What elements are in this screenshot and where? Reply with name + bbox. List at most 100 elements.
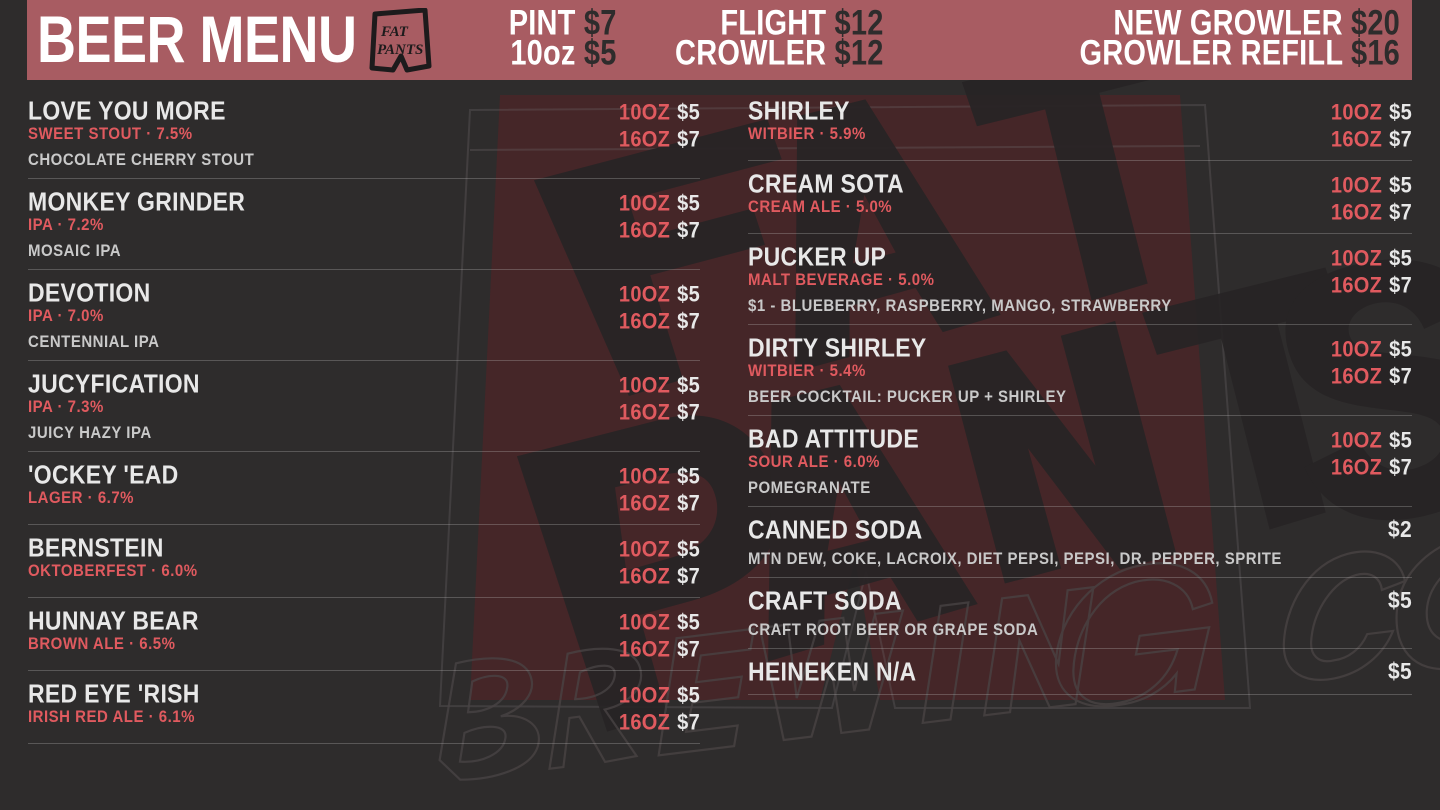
menu-item-price-size: 16OZ xyxy=(618,218,671,243)
menu-item-single-price: $2 xyxy=(1388,517,1412,543)
menu-item: JUCYFICATION IPA · 7.3% JUICY HAZY IPA 10OZ… xyxy=(28,361,700,452)
menu-item-price-line: 10OZ $5 xyxy=(619,98,700,128)
menu-item-style-abv: IRISH RED ALE · 6.1% xyxy=(28,707,195,727)
header-price-line: 10oz $5 xyxy=(467,34,617,74)
menu-item-prices: $5 xyxy=(1374,658,1412,685)
menu-item-text: HEINEKEN N/A xyxy=(748,657,1374,686)
menu-item-price-line: 16OZ $7 xyxy=(619,398,700,428)
menu-item-price-line: 16OZ $7 xyxy=(1331,198,1412,228)
svg-text:PANTS: PANTS xyxy=(377,42,423,58)
menu-item: MONKEY GRINDER IPA · 7.2% MOSAIC IPA 10OZ $5… xyxy=(28,179,700,270)
menu-item-row: CRAFT SODA CRAFT ROOT BEER OR GRAPE SODA $… xyxy=(748,585,1412,640)
menu-item-name: MONKEY GRINDER xyxy=(28,186,246,216)
menu-item-price-size: 16OZ xyxy=(1330,200,1383,225)
menu-item-style-abv: IPA · 7.0% xyxy=(28,306,104,326)
menu-item-price-value: $5 xyxy=(1389,428,1412,453)
menu-item-price-line: 10OZ $5 xyxy=(619,535,700,565)
menu-item: BAD ATTITUDE SOUR ALE · 6.0% POMEGRANATE 10… xyxy=(748,416,1412,507)
menu-item-row: SHIRLEY WITBIER · 5.9% 10OZ $5 16OZ $7 xyxy=(748,96,1412,152)
menu-item-price-line: 10OZ $5 xyxy=(1331,426,1412,456)
menu-item: RED EYE 'RISH IRISH RED ALE · 6.1% 10OZ $5 1… xyxy=(28,671,700,744)
menu-item-text: SHIRLEY WITBIER · 5.9% xyxy=(748,96,1317,144)
menu-item-prices: 10OZ $5 16OZ $7 xyxy=(1317,97,1412,152)
menu-item-price-value: $5 xyxy=(1389,246,1412,271)
menu-item-prices: 10OZ $5 16OZ $7 xyxy=(1317,170,1412,225)
menu-item-price-line: 16OZ $7 xyxy=(619,562,700,592)
menu-item-price-value: $7 xyxy=(1389,273,1412,298)
menu-item-style-abv: SWEET STOUT · 7.5% xyxy=(28,124,193,144)
menu-item-price-line: 10OZ $5 xyxy=(1331,244,1412,274)
menu-item-row: MONKEY GRINDER IPA · 7.2% MOSAIC IPA 10OZ $5… xyxy=(28,186,700,261)
menu-item-prices: 10OZ $5 16OZ $7 xyxy=(605,188,700,243)
menu-item-price-size: 16OZ xyxy=(618,127,671,152)
menu-item-price-size: 10OZ xyxy=(1330,246,1383,271)
menu-item-description: $1 - BLUEBERRY, RASPBERRY, MANGO, STRAWB… xyxy=(748,296,1172,316)
menu-item-price-value: $7 xyxy=(677,309,700,334)
menu-item-row: HEINEKEN N/A $5 xyxy=(748,657,1412,686)
menu-item-price-size: 16OZ xyxy=(618,564,671,589)
menu-item-text: PUCKER UP MALT BEVERAGE · 5.0% $1 - BLUEBE… xyxy=(748,241,1317,316)
menu-item-price-line: 10OZ $5 xyxy=(619,462,700,492)
menu-header-bar: BEER MENU FAT PANTS PINT $7 10oz $5 xyxy=(27,0,1412,80)
menu-item-price-size: 10OZ xyxy=(618,191,671,216)
menu-item-price-line: 16OZ $7 xyxy=(619,307,700,337)
menu-item-name: LOVE YOU MORE xyxy=(28,95,226,125)
menu-item-price-size: 10OZ xyxy=(1330,173,1383,198)
menu-item-price-size: 16OZ xyxy=(618,309,671,334)
menu-item-price-value: $5 xyxy=(1389,100,1412,125)
menu-item-price-line: 16OZ $7 xyxy=(619,489,700,519)
menu-item: BERNSTEIN OKTOBERFEST · 6.0% 10OZ $5 16OZ $7 xyxy=(28,525,700,598)
header-price-label: PINT xyxy=(508,4,576,44)
menu-item-row: CANNED SODA MTN DEW, COKE, LACROIX, DIET … xyxy=(748,515,1412,569)
menu-item-price-value: $5 xyxy=(677,683,700,708)
menu-item: PUCKER UP MALT BEVERAGE · 5.0% $1 - BLUEBE… xyxy=(748,234,1412,325)
menu-item-row: DEVOTION IPA · 7.0% CENTENNIAL IPA 10OZ $5 16… xyxy=(28,278,700,352)
menu-item: CRAFT SODA CRAFT ROOT BEER OR GRAPE SODA $… xyxy=(748,578,1412,649)
menu-item-price-size: 10OZ xyxy=(618,464,671,489)
header-price-amount: $16 xyxy=(1351,34,1400,74)
menu-item-prices: 10OZ $5 16OZ $7 xyxy=(605,279,700,334)
menu-item-price-line: 10OZ $5 xyxy=(619,371,700,401)
header-price-group-growler: NEW GROWLER $20 GROWLER REFILL $16 xyxy=(930,6,1400,74)
menu-item-style-abv: WITBIER · 5.9% xyxy=(748,124,866,144)
menu-item-price-size: 16OZ xyxy=(1330,455,1383,480)
fat-pants-shorts-logo-icon: FAT PANTS xyxy=(363,8,437,74)
menu-item: HEINEKEN N/A $5 xyxy=(748,649,1412,695)
menu-item-prices: 10OZ $5 16OZ $7 xyxy=(605,370,700,425)
menu-item-style-abv: MALT BEVERAGE · 5.0% xyxy=(748,270,935,290)
svg-text:FAT: FAT xyxy=(380,24,409,40)
menu-item-price-line: 16OZ $7 xyxy=(619,125,700,155)
menu-item-name: DIRTY SHIRLEY xyxy=(748,332,927,362)
menu-item-name: CRAFT SODA xyxy=(748,585,902,615)
header-price-amount: $12 xyxy=(834,4,884,44)
menu-item-description: CHOCOLATE CHERRY STOUT xyxy=(28,150,255,170)
menu-item-prices: 10OZ $5 16OZ $7 xyxy=(605,680,700,735)
menu-item-price-line: 16OZ $7 xyxy=(619,708,700,738)
menu-item-name: PUCKER UP xyxy=(748,241,887,271)
header-price-amount: $5 xyxy=(583,34,617,74)
menu-item-text: DEVOTION IPA · 7.0% CENTENNIAL IPA xyxy=(28,278,605,352)
menu-item-price-value: $7 xyxy=(677,637,700,662)
menu-item-row: JUCYFICATION IPA · 7.3% JUICY HAZY IPA 10OZ… xyxy=(28,369,700,443)
menu-item-price-size: 16OZ xyxy=(618,710,671,735)
menu-item-price-size: 16OZ xyxy=(1330,273,1383,298)
menu-item-price-line: 16OZ $7 xyxy=(1331,125,1412,155)
header-price-line: CROWLER $12 xyxy=(659,34,884,74)
menu-item-description: JUICY HAZY IPA xyxy=(28,423,152,443)
menu-item-price-value: $5 xyxy=(677,100,700,125)
menu-item-text: DIRTY SHIRLEY WITBIER · 5.4% BEER COCKTAIL… xyxy=(748,332,1317,407)
menu-item-price-line: 10OZ $5 xyxy=(619,608,700,638)
menu-item-name: HUNNAY BEAR xyxy=(28,605,199,635)
menu-item-text: CANNED SODA MTN DEW, COKE, LACROIX, DIET … xyxy=(748,515,1374,569)
menu-item-row: LOVE YOU MORE SWEET STOUT · 7.5% CHOCOLATE… xyxy=(28,95,700,170)
menu-item-price-line: 16OZ $7 xyxy=(619,635,700,665)
header-price-amount: $12 xyxy=(834,34,884,74)
menu-item-prices: 10OZ $5 16OZ $7 xyxy=(1317,243,1412,298)
menu-item-name: BERNSTEIN xyxy=(28,532,164,562)
menu-item-single-price: $5 xyxy=(1388,588,1412,614)
menu-item: 'OCKEY 'EAD LAGER · 6.7% 10OZ $5 16OZ $7 xyxy=(28,452,700,525)
menu-item-row: CREAM SOTA CREAM ALE · 5.0% 10OZ $5 16OZ $7 xyxy=(748,169,1412,225)
menu-item-row: HUNNAY BEAR BROWN ALE · 6.5% 10OZ $5 16OZ $7 xyxy=(28,605,700,665)
menu-item-price-value: $7 xyxy=(1389,127,1412,152)
header-price-line: PINT $7 xyxy=(467,4,617,44)
